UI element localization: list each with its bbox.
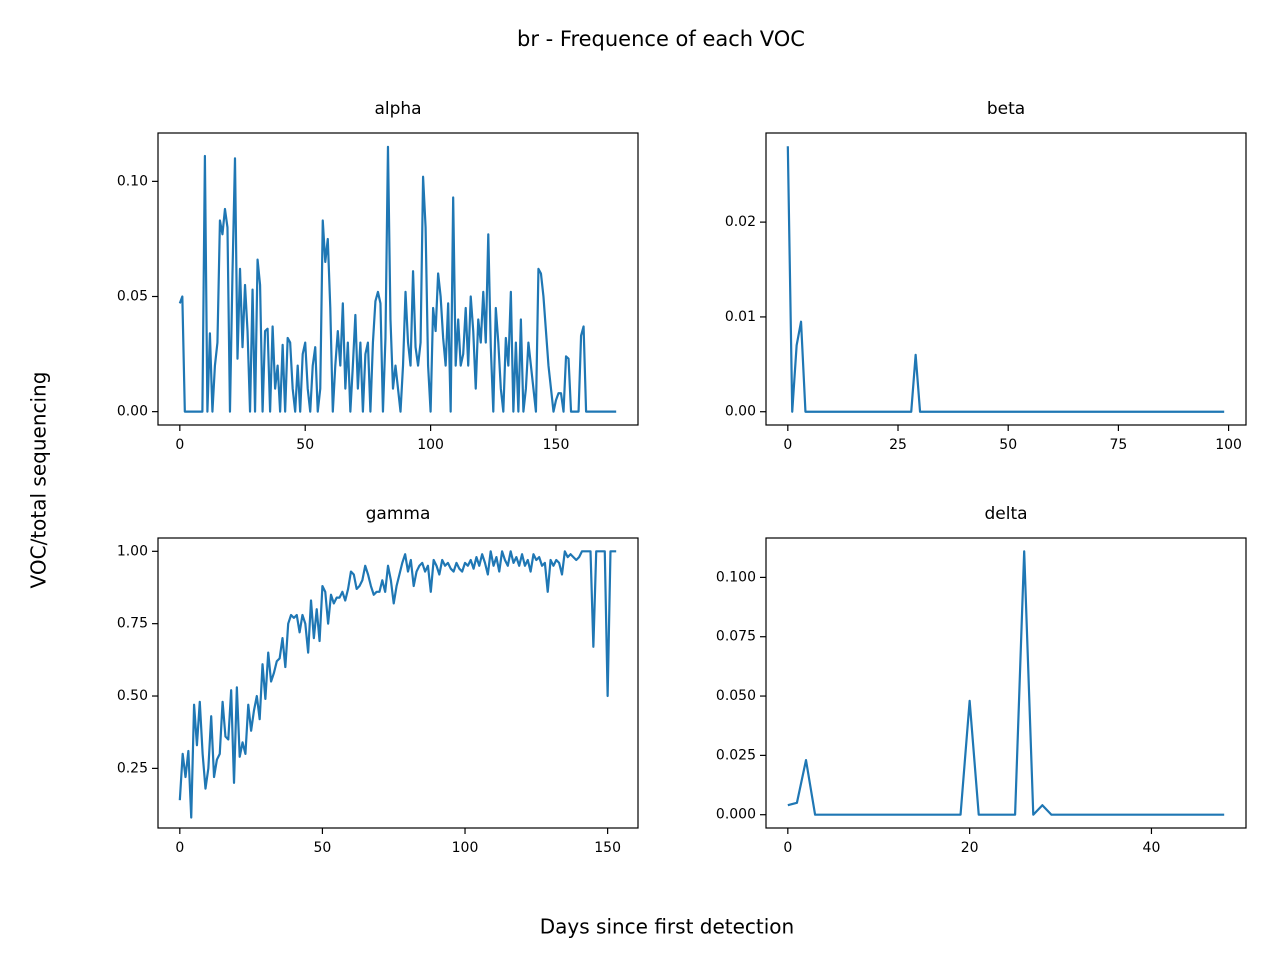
x-tick-label: 0 [783,437,792,453]
x-tick-label: 0 [783,840,792,856]
y-tick-label: 0.100 [716,569,756,585]
subplot-title: delta [984,504,1027,524]
x-tick-label: 150 [594,840,621,856]
y-tick-label: 0.50 [117,688,148,704]
y-tick-label: 0.00 [725,404,756,420]
y-tick-label: 0.025 [716,747,756,763]
x-tick-label: 25 [889,437,907,453]
y-tick-label: 0.050 [716,688,756,704]
x-tick-label: 100 [417,437,444,453]
data-line [178,145,617,413]
y-tick-label: 0.01 [725,309,756,325]
y-tick-label: 1.00 [117,543,148,559]
axes-frame [765,537,1247,829]
data-line [787,550,1225,816]
x-tick-label: 20 [961,840,979,856]
y-tick-label: 0.02 [725,214,756,230]
y-tick-label: 0.75 [117,616,148,632]
y-tick-label: 0.10 [117,173,148,189]
x-tick-label: 40 [1143,840,1161,856]
subplot-title: gamma [366,504,431,524]
x-tick-label: 0 [175,840,184,856]
x-tick-label: 50 [999,437,1017,453]
x-tick-label: 75 [1109,437,1127,453]
x-tick-label: 50 [296,437,314,453]
y-tick-label: 0.25 [117,760,148,776]
axes-frame [765,132,1247,426]
y-tick-label: 0.00 [117,404,148,420]
y-axis-label: VOC/total sequencing [27,372,51,589]
x-tick-label: 100 [452,840,479,856]
data-line [786,146,1225,413]
x-tick-label: 0 [175,437,184,453]
y-tick-label: 0.075 [716,629,756,645]
axes-frame [157,132,639,426]
subplot-title: alpha [374,99,421,119]
subplot-title: beta [987,99,1025,119]
axes-frame [157,537,639,829]
figure-title: br - Frequence of each VOC [517,27,805,51]
y-tick-label: 0.05 [117,289,148,305]
x-tick-label: 100 [1215,437,1242,453]
x-axis-label: Days since first detection [540,915,794,939]
x-tick-label: 150 [543,437,570,453]
x-tick-label: 50 [314,840,332,856]
data-line [178,550,617,819]
y-tick-label: 0.000 [716,807,756,823]
